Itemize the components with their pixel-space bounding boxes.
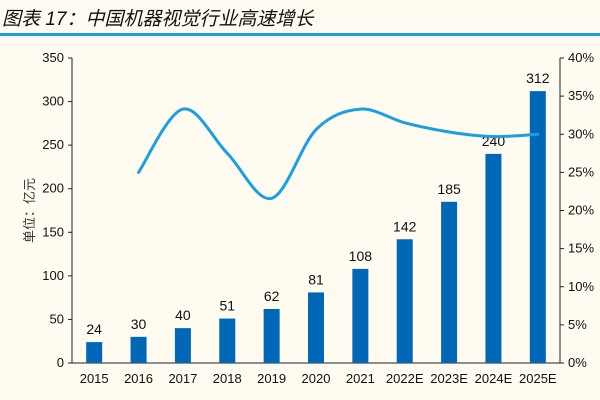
bar-data-label: 62 xyxy=(264,288,280,304)
x-tick-label: 2015 xyxy=(80,371,109,386)
bar xyxy=(308,292,324,363)
right-tick-label: 20% xyxy=(568,203,594,218)
bar-data-label: 81 xyxy=(308,271,324,287)
right-tick-label: 5% xyxy=(568,317,587,332)
left-tick-label: 50 xyxy=(50,311,64,326)
bar-data-label: 142 xyxy=(393,218,417,234)
growth-rate-line xyxy=(137,107,540,200)
right-tick-label: 0% xyxy=(568,355,587,370)
x-tick-label: 2018 xyxy=(213,371,242,386)
x-tick-label: 2023E xyxy=(430,371,468,386)
bar-data-label: 51 xyxy=(219,298,235,314)
bar xyxy=(396,239,413,363)
left-tick-label: 150 xyxy=(42,224,64,239)
bar xyxy=(174,328,191,363)
y-axis-label: 单位：亿元 xyxy=(22,178,37,243)
left-tick-label: 350 xyxy=(42,50,64,65)
bar xyxy=(86,342,103,363)
x-tick-label: 2017 xyxy=(168,371,197,386)
bar-data-label: 30 xyxy=(131,316,147,332)
bar xyxy=(130,336,147,363)
left-tick-label: 300 xyxy=(42,94,64,109)
x-tick-label: 2021 xyxy=(346,371,375,386)
right-tick-label: 10% xyxy=(568,279,594,294)
right-tick-label: 25% xyxy=(568,164,594,179)
bar-data-label: 185 xyxy=(437,181,461,197)
x-tick-label: 2016 xyxy=(124,371,153,386)
bar xyxy=(219,318,236,363)
right-tick-label: 15% xyxy=(568,241,594,256)
x-tick-label: 2019 xyxy=(257,371,286,386)
bar-data-label: 108 xyxy=(349,248,373,264)
left-tick-label: 100 xyxy=(42,268,64,283)
bar xyxy=(352,268,369,363)
left-tick-label: 0 xyxy=(57,355,64,370)
bar xyxy=(529,91,546,363)
right-tick-label: 40% xyxy=(568,50,594,65)
x-tick-label: 2025E xyxy=(519,371,557,386)
bar xyxy=(263,308,280,363)
right-tick-label: 30% xyxy=(568,126,594,141)
bar xyxy=(485,153,502,363)
chart-title: 图表 17：中国机器视觉行业高速增长 xyxy=(2,9,314,30)
left-tick-label: 250 xyxy=(42,137,64,152)
bar-data-label: 40 xyxy=(175,307,191,323)
bar-data-label: 312 xyxy=(526,70,550,86)
x-tick-label: 2022E xyxy=(386,371,424,386)
bar xyxy=(441,201,458,363)
bar-data-label: 24 xyxy=(86,321,102,337)
right-tick-label: 35% xyxy=(568,88,594,103)
title-rule xyxy=(0,33,600,36)
left-tick-label: 200 xyxy=(42,181,64,196)
x-tick-label: 2020 xyxy=(302,371,331,386)
x-tick-label: 2024E xyxy=(475,371,513,386)
